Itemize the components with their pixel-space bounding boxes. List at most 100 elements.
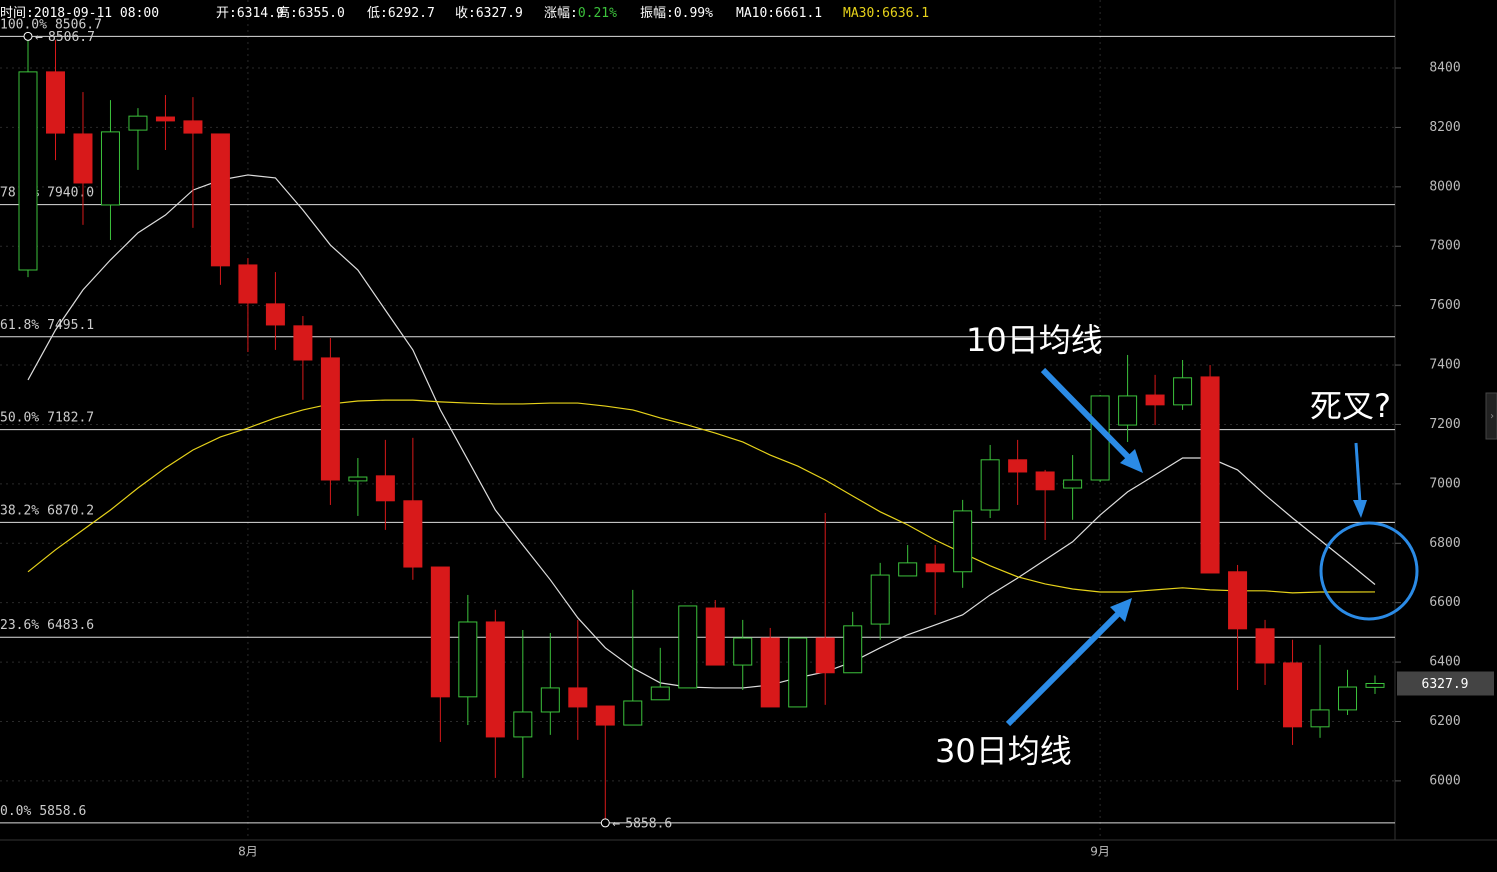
arrow-head	[1110, 598, 1132, 622]
arrow-head	[1353, 500, 1367, 518]
candle-body	[1145, 394, 1165, 406]
header-item: MA30:6636.1	[843, 6, 929, 21]
header-value: 0.99%	[674, 6, 713, 21]
candle-body	[430, 566, 450, 698]
candle-body	[128, 115, 148, 131]
last-price-tag	[1397, 671, 1494, 696]
candle-body	[320, 357, 340, 481]
candle-body	[870, 574, 890, 625]
fib-price: 8506.7	[55, 17, 102, 32]
candle-body	[100, 131, 120, 206]
header-item: 时间:2018-09-11 08:00	[0, 6, 159, 21]
highlight-circle	[1319, 521, 1419, 621]
header-item: MA10:6661.1	[736, 6, 822, 21]
fib-label: 100.0% 8506.7	[0, 17, 102, 32]
fib-price: 5858.6	[39, 803, 86, 818]
arrow	[1005, 607, 1125, 727]
y-tick-label: 8200	[1429, 120, 1460, 135]
header-label: 高:	[277, 5, 298, 21]
candle-body	[925, 563, 945, 573]
header-item: 开:6314.9	[216, 6, 284, 21]
header-value: 6327.9	[476, 6, 523, 21]
candle-body	[623, 700, 643, 726]
x-tick-label: 8月	[238, 845, 258, 859]
header-label: 时间:	[0, 6, 34, 21]
fib-price: 7495.1	[47, 317, 94, 332]
y-tick-label: 6800	[1429, 536, 1460, 551]
annotations: 10日均线 30日均线 死叉?	[935, 321, 1419, 770]
candle-body	[73, 133, 93, 184]
candle-body	[898, 562, 918, 577]
candle-body	[485, 621, 505, 738]
header-value: 6355.0	[298, 6, 345, 21]
candle-body	[788, 637, 808, 708]
min-marker-label: 5858.6	[625, 816, 672, 831]
fib-ratio: 23.6%	[0, 618, 39, 633]
header-item: 低:6292.7	[367, 6, 435, 21]
candle-body	[513, 711, 533, 738]
candle-body	[540, 687, 560, 713]
fib-ratio: 50.0%	[0, 410, 39, 425]
max-marker-label: 8506.7	[48, 30, 95, 45]
header-item: 高:6355.0	[277, 5, 345, 21]
candle-body	[568, 687, 588, 708]
header-value: 2018-09-11 08:00	[34, 6, 159, 21]
candle-body	[155, 116, 175, 122]
candle-body	[238, 264, 258, 304]
min-marker-arrow: ←	[612, 816, 620, 831]
fib-ratio: 61.8%	[0, 317, 39, 332]
candle-body	[458, 621, 478, 698]
fib-price: 6483.6	[47, 618, 94, 633]
candle-body	[953, 510, 973, 573]
candle-body	[650, 686, 670, 701]
header-label: 振幅:	[640, 6, 674, 21]
header-item: 收:6327.9	[455, 6, 523, 21]
y-tick-label: 8000	[1429, 179, 1460, 194]
header-label: 收:	[455, 6, 476, 21]
y-tick-label: 7400	[1429, 358, 1460, 373]
ma-line	[27, 174, 1376, 689]
candle-body	[1255, 628, 1275, 664]
fib-ratio: 100.0%	[0, 17, 47, 32]
fib-ratio: 38.2%	[0, 503, 39, 518]
y-tick-label: 6400	[1429, 655, 1460, 670]
candle-body	[293, 325, 313, 361]
fib-label: 0.0% 5858.6	[0, 803, 86, 818]
candle-body	[815, 637, 835, 674]
fib-label: 23.6% 6483.6	[0, 618, 94, 633]
header-item: 涨幅:0.21%	[544, 6, 617, 21]
candle-body	[183, 120, 203, 134]
candle-body	[595, 705, 615, 726]
candle-body	[678, 605, 698, 689]
candle-body	[45, 71, 65, 134]
fib-label: 78.6%7940.0	[0, 185, 94, 200]
header-value: 6636.1	[882, 6, 929, 21]
header-label: MA10:	[736, 6, 775, 21]
y-tick-label: 6000	[1429, 773, 1460, 788]
header-label: MA30:	[843, 6, 882, 21]
side-tab[interactable]	[1485, 392, 1497, 440]
candle-body	[1200, 376, 1220, 574]
min-marker	[600, 818, 610, 828]
header-label: 涨幅:	[544, 6, 578, 21]
candle-body	[210, 133, 230, 267]
y-tick-label: 6200	[1429, 714, 1460, 729]
y-tick-label: 7600	[1429, 298, 1460, 313]
arrow	[1354, 442, 1362, 504]
candle-body	[18, 71, 38, 271]
fib-price: 6870.2	[47, 503, 94, 518]
candle-body	[1008, 459, 1028, 473]
header-value: 6314.9	[237, 6, 284, 21]
arrow-head	[1120, 449, 1143, 473]
last-price-label: 6327.9	[1422, 677, 1469, 692]
candle-body	[1338, 686, 1358, 711]
candle-body	[403, 500, 423, 568]
header-value: 0.21%	[578, 6, 617, 21]
header-item: 振幅:0.99%	[640, 6, 713, 21]
fib-price: 7182.7	[47, 410, 94, 425]
max-marker-arrow: ←	[35, 30, 43, 45]
candle-body	[1063, 479, 1083, 489]
header-value: 6661.1	[775, 6, 822, 21]
ma-line	[27, 399, 1376, 594]
